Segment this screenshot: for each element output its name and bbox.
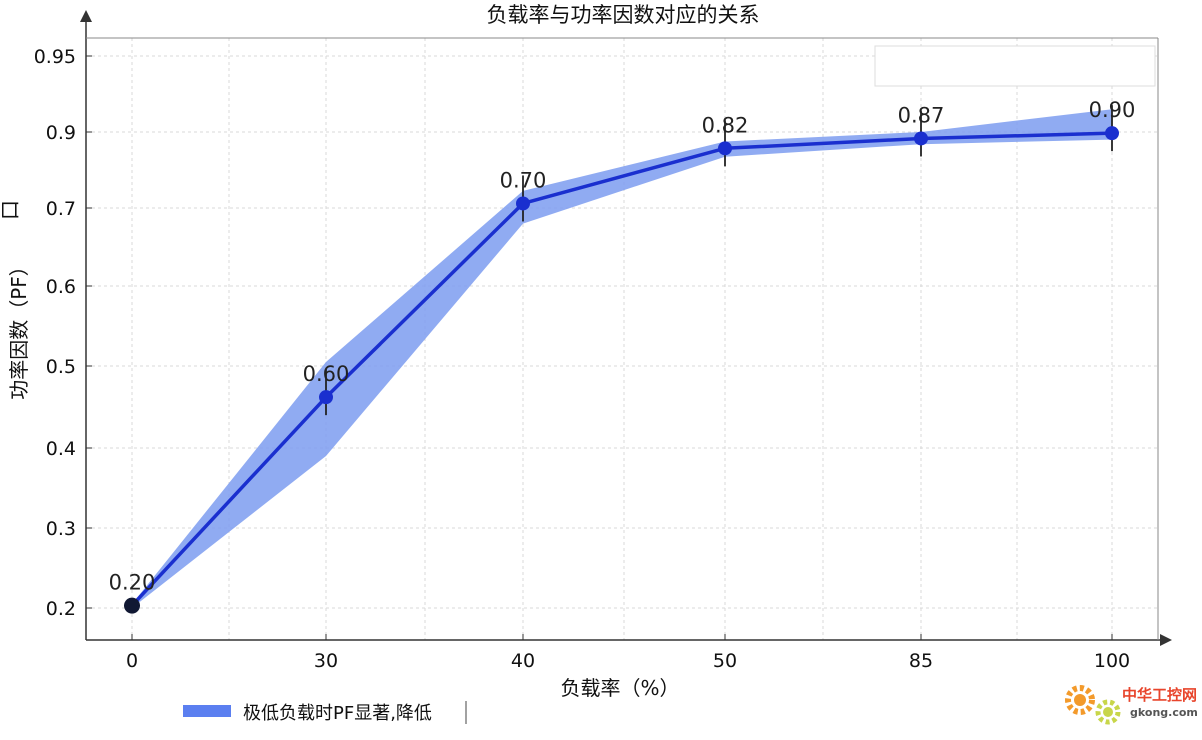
y-tick-label-2: 0.4 bbox=[46, 438, 76, 460]
legend-box-empty bbox=[874, 45, 1156, 87]
data-label-2: 0.70 bbox=[500, 168, 547, 192]
x-tick-label-5: 100 bbox=[1094, 650, 1130, 672]
watermark-subtext: gkong.com bbox=[1130, 706, 1198, 719]
data-point-2 bbox=[516, 196, 530, 211]
x-axis-label: 负载率（%） bbox=[560, 676, 679, 700]
y-tick-label-0: 0.2 bbox=[46, 598, 76, 620]
y-axis-label: 功率因数（PF） bbox=[7, 256, 31, 400]
data-point-5 bbox=[1105, 126, 1119, 141]
data-label-0: 0.20 bbox=[109, 571, 156, 595]
x-axis-arrow bbox=[1160, 634, 1172, 646]
x-tick-label-1: 30 bbox=[314, 650, 338, 672]
legend-label: 极低负载时PF显著,降低 bbox=[243, 703, 432, 724]
watermark-text: 中华工控网 bbox=[1122, 686, 1197, 704]
data-label-5: 0.90 bbox=[1089, 98, 1136, 122]
series-path bbox=[130, 131, 1113, 607]
series-line bbox=[124, 105, 1119, 614]
x-tick-label-4: 85 bbox=[909, 650, 933, 672]
data-labels: 0.20 0.60 0.70 0.82 0.87 0.90 bbox=[109, 98, 1136, 594]
y-tick-label-5: 0.7 bbox=[46, 198, 76, 220]
y-tick-label-4: 0.6 bbox=[46, 276, 76, 298]
data-label-3: 0.82 bbox=[702, 113, 749, 137]
watermark: 中华工控网 gkong.com bbox=[1065, 685, 1198, 725]
grid bbox=[86, 38, 1158, 640]
data-point-3 bbox=[718, 141, 732, 156]
data-point-1 bbox=[319, 390, 333, 405]
gear-icon bbox=[1065, 685, 1121, 725]
axes: 0.2 0.3 0.4 0.5 0.6 0.7 0.9 0.95 0 30 40 50 85 100 bbox=[34, 10, 1172, 672]
chart-title: 负载率与功率因数对应的关系 bbox=[487, 3, 760, 27]
y-axis-label-marker: 口 bbox=[0, 200, 22, 220]
band-area bbox=[132, 109, 1112, 608]
data-label-1: 0.60 bbox=[303, 362, 350, 386]
legend: 极低负载时PF显著,降低 bbox=[183, 701, 467, 724]
x-tick-label-0: 0 bbox=[126, 650, 138, 672]
data-point-4 bbox=[914, 131, 928, 146]
confidence-band bbox=[132, 109, 1112, 608]
legend-patch bbox=[183, 705, 231, 717]
y-axis-arrow bbox=[80, 10, 92, 22]
y-tick-label-6: 0.9 bbox=[46, 122, 76, 144]
x-tick-label-2: 40 bbox=[511, 650, 535, 672]
y-tick-label-1: 0.3 bbox=[46, 518, 76, 540]
y-tick-label-3: 0.5 bbox=[46, 356, 76, 378]
y-tick-label-7: 0.95 bbox=[34, 46, 76, 68]
data-point-0 bbox=[124, 597, 140, 614]
x-tick-label-3: 50 bbox=[713, 650, 737, 672]
data-label-4: 0.87 bbox=[898, 103, 945, 127]
